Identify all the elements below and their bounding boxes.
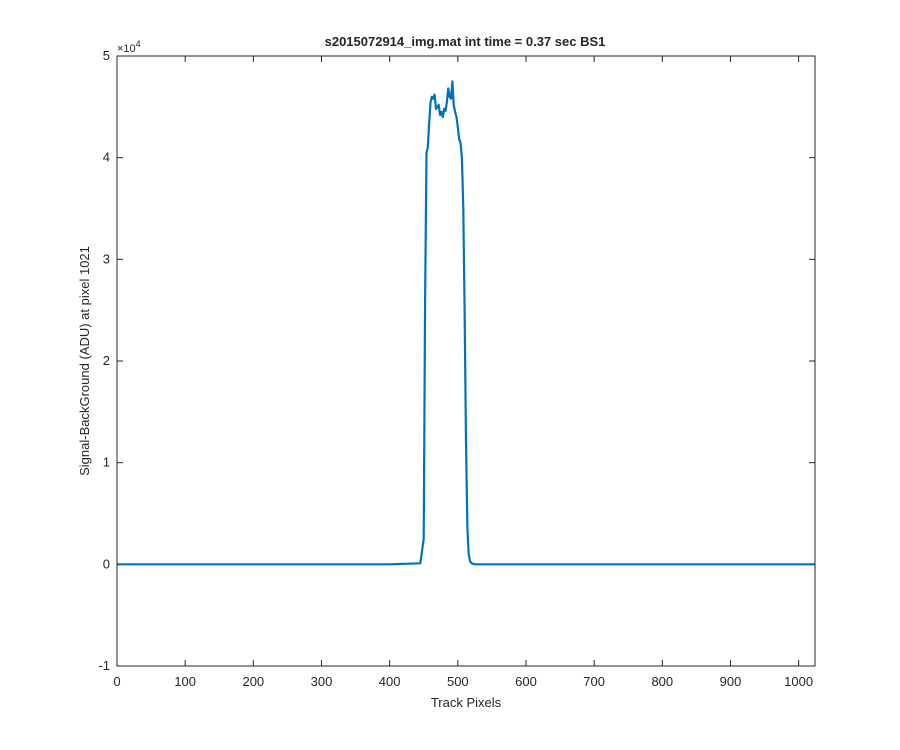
chart-title: s2015072914_img.mat int time = 0.37 sec … bbox=[325, 34, 606, 49]
x-tick-label: 600 bbox=[515, 674, 537, 689]
x-tick-label: 0 bbox=[113, 674, 120, 689]
x-tick-label: 400 bbox=[379, 674, 401, 689]
y-tick-label: -1 bbox=[98, 658, 110, 673]
x-axis-ticks: 0 100 200 300 400 500 600 700 800 900 1000 bbox=[113, 56, 813, 689]
x-tick-label: 300 bbox=[311, 674, 333, 689]
plot-frame bbox=[116, 55, 816, 667]
y-tick-label: 4 bbox=[103, 150, 110, 165]
x-tick-label: 800 bbox=[651, 674, 673, 689]
y-scale-exponent-power: 4 bbox=[136, 39, 141, 49]
y-tick-label: 0 bbox=[103, 556, 110, 571]
x-axis-label: Track Pixels bbox=[431, 695, 502, 710]
x-tick-label: 500 bbox=[447, 674, 469, 689]
series-line bbox=[117, 80, 815, 566]
y-tick-label: 1 bbox=[103, 455, 110, 470]
y-axis-ticks: -1 0 1 2 3 4 5 bbox=[98, 48, 815, 673]
x-tick-label: 1000 bbox=[784, 674, 813, 689]
x-tick-label: 200 bbox=[242, 674, 264, 689]
y-scale-exponent: ×104 bbox=[117, 39, 141, 55]
y-tick-label: 5 bbox=[103, 48, 110, 63]
x-tick-label: 700 bbox=[583, 674, 605, 689]
y-scale-exponent-base: ×10 bbox=[117, 43, 136, 55]
x-tick-label: 100 bbox=[174, 674, 196, 689]
y-tick-label: 3 bbox=[103, 251, 110, 266]
x-tick-label: 900 bbox=[720, 674, 742, 689]
y-axis-label: Signal-BackGround (ADU) at pixel 1021 bbox=[77, 246, 92, 476]
y-tick-label: 2 bbox=[103, 353, 110, 368]
